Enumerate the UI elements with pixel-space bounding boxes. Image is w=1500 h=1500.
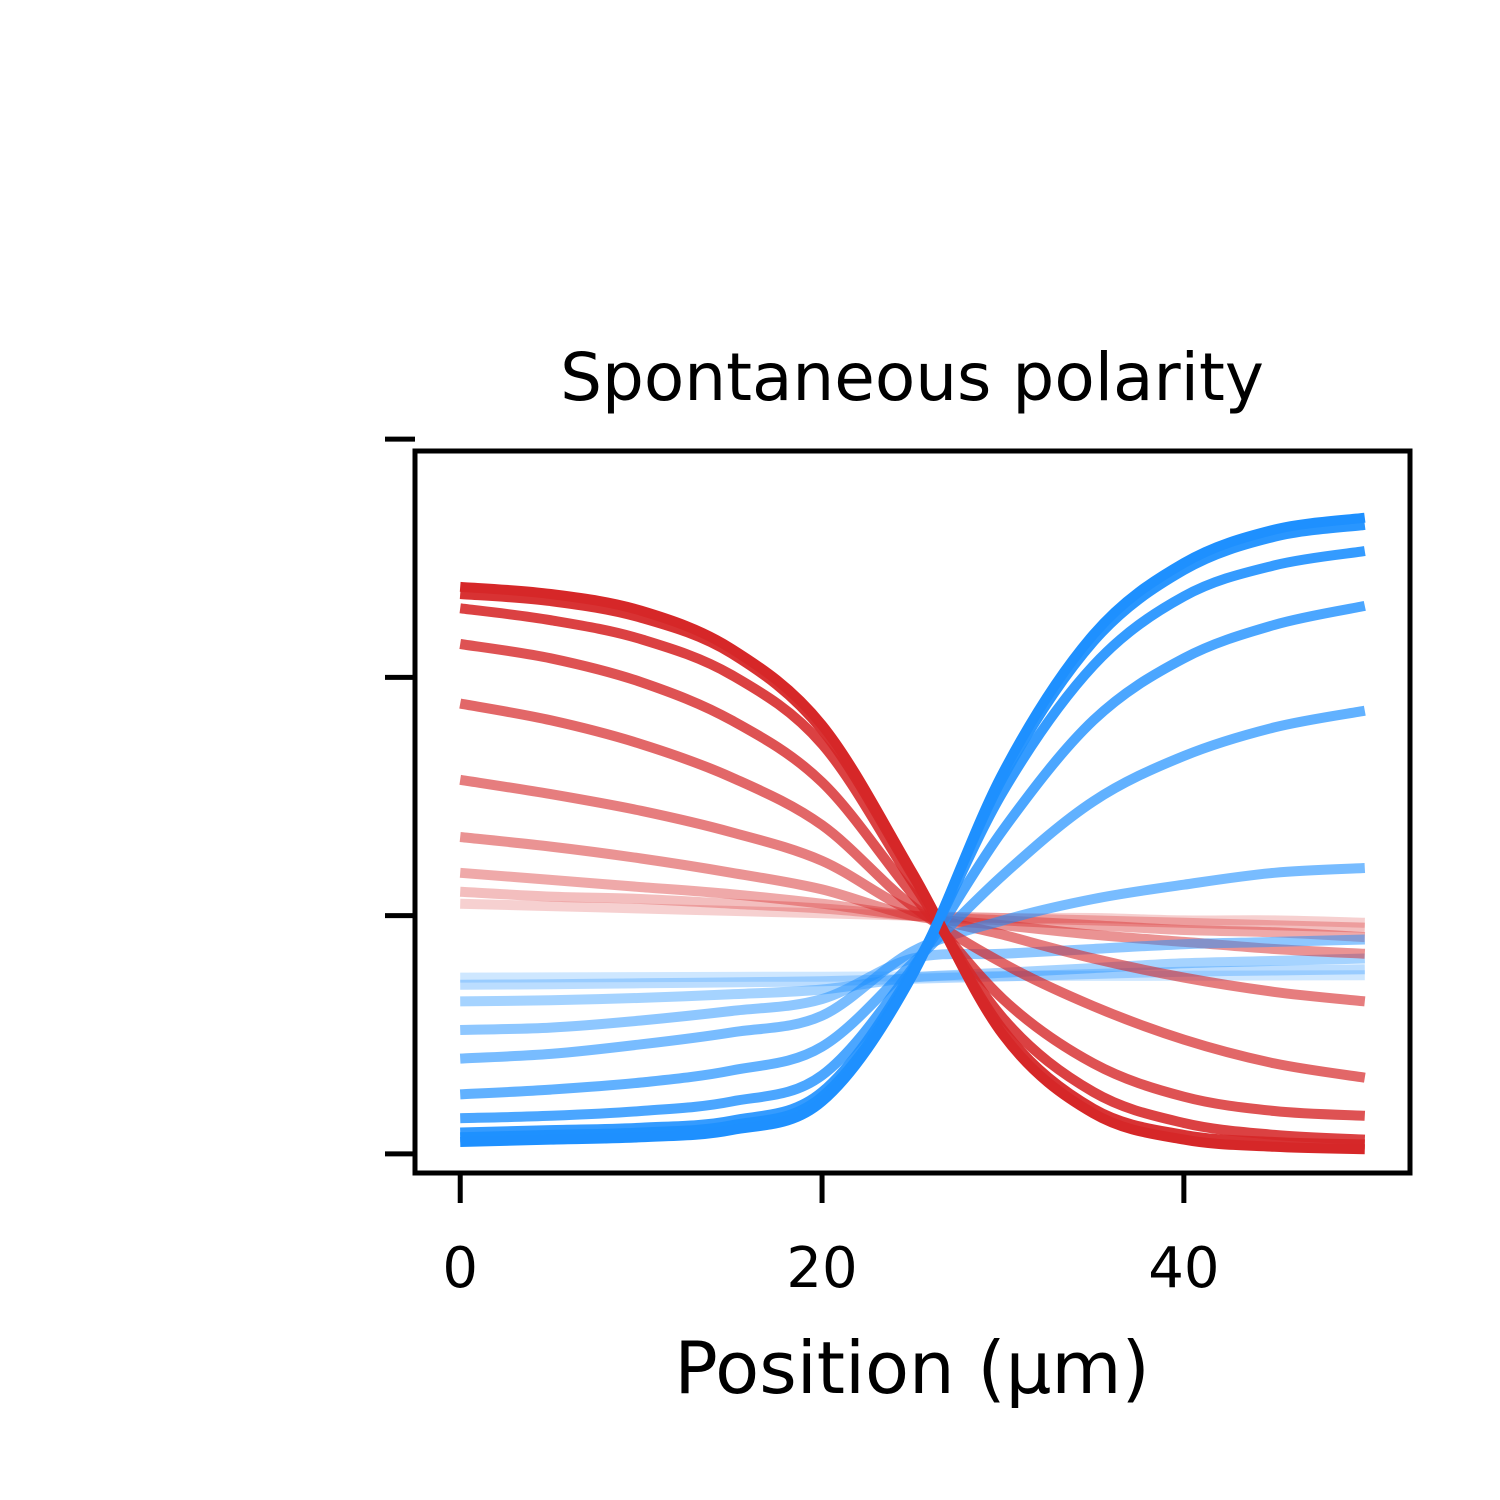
x-tick-label-1: 20 <box>786 1236 857 1301</box>
y-axis <box>385 436 415 1157</box>
x-tick-label-2: 40 <box>1148 1236 1219 1301</box>
x-axis: 0 20 40 <box>442 1173 1219 1301</box>
x-tick-label-0: 0 <box>442 1236 478 1301</box>
series-line-red-0 <box>459 581 1365 1155</box>
x-axis-label: Position (µm) <box>674 1326 1149 1410</box>
series-layer <box>459 512 1366 1155</box>
series-line-blue-10 <box>460 512 1366 1147</box>
plot-frame <box>412 448 1413 1176</box>
series-line-blue-15 <box>459 863 1366 1064</box>
chart-title: Spontaneous polarity <box>560 339 1264 416</box>
series-line-red-4 <box>459 698 1366 1083</box>
series-line-red-3 <box>459 639 1366 1121</box>
